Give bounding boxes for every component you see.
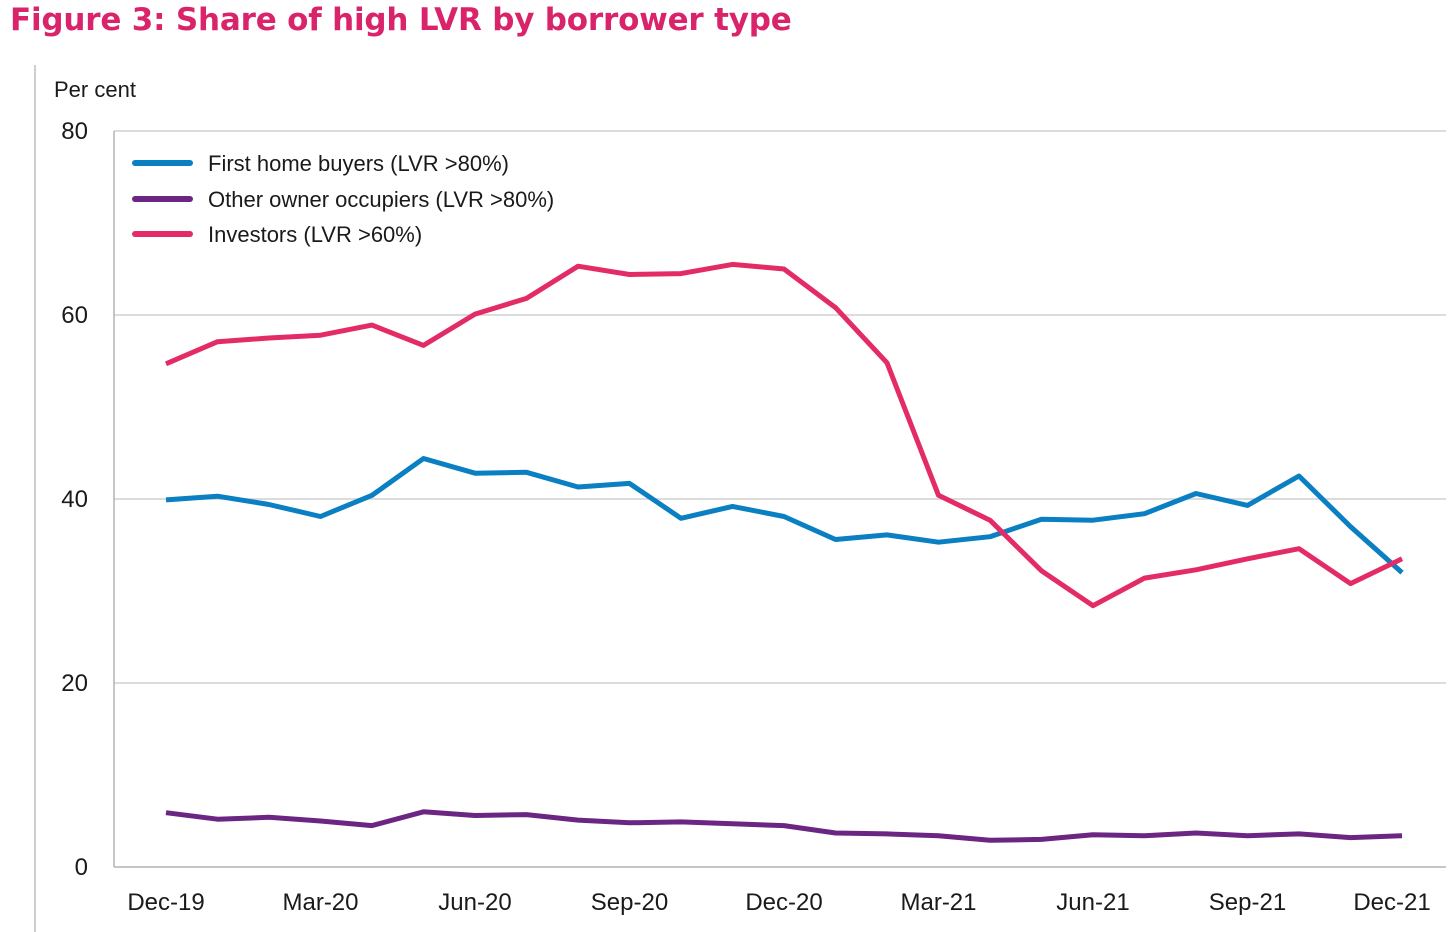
- x-tick-label: Jun-20: [438, 889, 511, 916]
- x-tick-label: Mar-21: [900, 889, 976, 916]
- x-tick-label: Dec-20: [745, 889, 822, 916]
- series-line-first-home-buyers: [165, 456, 1404, 575]
- y-tick-label: 40: [61, 486, 88, 513]
- legend-label: First home buyers (LVR >80%): [208, 151, 509, 176]
- legend: First home buyers (LVR >80%) Other owner…: [132, 151, 554, 247]
- series-line-investors: [165, 261, 1404, 609]
- y-axis-ticks: 0 20 40 60 80: [61, 118, 88, 881]
- x-tick-label: Dec-21: [1353, 889, 1430, 916]
- y-tick-label: 60: [61, 302, 88, 329]
- legend-label: Other owner occupiers (LVR >80%): [208, 187, 554, 212]
- y-tick-label: 20: [61, 670, 88, 697]
- legend-item-first-home-buyers: First home buyers (LVR >80%): [132, 151, 509, 176]
- series-lines: [165, 261, 1404, 843]
- gridlines: [114, 130, 1446, 684]
- x-tick-label: Sep-21: [1209, 889, 1286, 916]
- series-line-other-owner-occupiers: [165, 809, 1403, 843]
- x-tick-label: Sep-20: [591, 889, 668, 916]
- legend-item-investors: Investors (LVR >60%): [132, 222, 422, 247]
- legend-item-other-owner-occupiers: Other owner occupiers (LVR >80%): [132, 187, 554, 212]
- figure-title: Figure 3: Share of high LVR by borrower …: [10, 2, 792, 38]
- y-axis-title: Per cent: [54, 77, 136, 102]
- x-axis-ticks: Dec-19 Mar-20 Jun-20 Sep-20 Dec-20 Mar-21 Jun-…: [127, 889, 1430, 916]
- x-tick-label: Mar-20: [282, 889, 358, 916]
- legend-label: Investors (LVR >60%): [208, 222, 422, 247]
- x-tick-label: Dec-19: [127, 889, 204, 916]
- x-tick-label: Jun-21: [1056, 889, 1129, 916]
- y-tick-label: 80: [61, 118, 88, 145]
- y-tick-label: 0: [75, 854, 88, 881]
